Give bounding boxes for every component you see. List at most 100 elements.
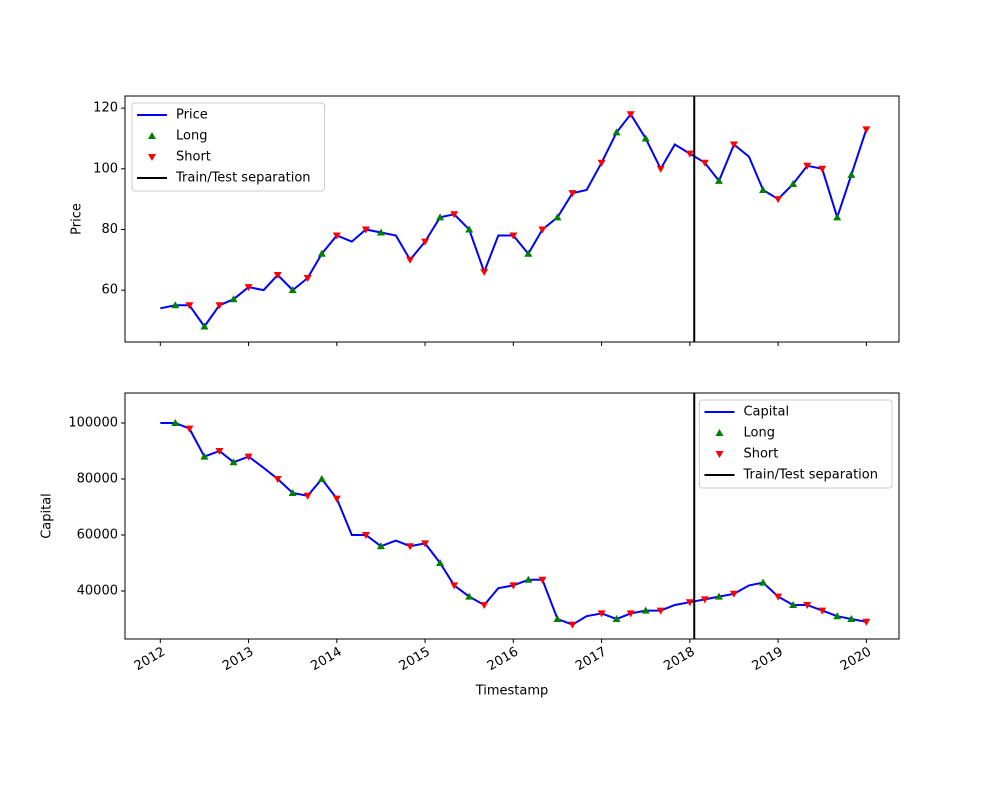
short-marker bbox=[818, 607, 827, 615]
long-marker bbox=[553, 213, 562, 221]
legend-marker bbox=[715, 451, 724, 458]
short-marker bbox=[509, 582, 518, 590]
long-marker bbox=[847, 615, 856, 623]
long-marker bbox=[200, 452, 209, 460]
long-marker bbox=[833, 213, 842, 221]
long-marker bbox=[288, 286, 297, 294]
short-marker bbox=[729, 141, 738, 149]
x-tick-label: 2018 bbox=[661, 645, 697, 675]
x-tick-label: 2020 bbox=[838, 645, 874, 675]
y-tick-label: 120 bbox=[93, 101, 118, 116]
long-marker bbox=[714, 592, 723, 600]
long-marker bbox=[288, 488, 297, 496]
long-marker bbox=[759, 186, 768, 194]
short-marker bbox=[332, 495, 341, 503]
x-tick-label: 2016 bbox=[485, 645, 521, 675]
short-marker bbox=[626, 111, 635, 119]
short-marker bbox=[862, 126, 871, 134]
long-marker bbox=[612, 615, 621, 623]
axes-frame bbox=[124, 392, 900, 640]
x-axis-label: Timestamp bbox=[475, 684, 549, 699]
short-marker bbox=[774, 593, 783, 601]
long-marker bbox=[833, 612, 842, 620]
short-marker bbox=[185, 302, 194, 310]
x-tick-label: 2012 bbox=[132, 645, 168, 675]
y-tick-label: 60 bbox=[101, 283, 118, 298]
y-tick-label: 100000 bbox=[68, 415, 118, 430]
short-marker bbox=[450, 211, 459, 219]
long-marker bbox=[436, 213, 445, 221]
short-marker bbox=[421, 540, 430, 548]
short-marker bbox=[700, 159, 709, 167]
long-marker bbox=[524, 575, 533, 583]
y-tick-label: 80 bbox=[101, 222, 118, 237]
legend: Capital Long Short Train/Test separation bbox=[698, 399, 893, 489]
y-tick-label: 100 bbox=[93, 161, 118, 176]
short-marker bbox=[303, 274, 312, 282]
legend-box bbox=[698, 399, 893, 489]
short-marker bbox=[597, 610, 606, 618]
short-marker bbox=[818, 165, 827, 173]
legend-label: Price bbox=[176, 108, 208, 123]
short-marker bbox=[685, 150, 694, 158]
short-marker bbox=[421, 238, 430, 246]
short-marker bbox=[862, 618, 871, 626]
short-marker bbox=[406, 543, 415, 551]
legend-label: Short bbox=[743, 447, 778, 462]
legend-marker bbox=[148, 154, 156, 161]
y-axis-label: Price bbox=[70, 203, 85, 235]
long-marker bbox=[789, 179, 798, 187]
y-tick-label: 60000 bbox=[77, 527, 118, 542]
long-marker bbox=[524, 249, 533, 257]
x-tick-label: 2015 bbox=[397, 645, 433, 675]
long-marker bbox=[641, 606, 650, 614]
short-marker bbox=[774, 196, 783, 204]
y-tick-label: 40000 bbox=[77, 584, 118, 599]
short-marker bbox=[656, 165, 665, 173]
legend: Price Long Short Train/Test separation bbox=[131, 102, 326, 192]
long-marker bbox=[171, 301, 180, 309]
short-marker bbox=[568, 621, 577, 629]
legend-label: Long bbox=[176, 129, 207, 144]
short-marker bbox=[215, 302, 224, 310]
long-marker bbox=[465, 592, 474, 600]
short-marker bbox=[700, 596, 709, 604]
long-marker bbox=[847, 170, 856, 178]
long-marker bbox=[200, 322, 209, 330]
short-marker bbox=[480, 268, 489, 276]
legend-label: Capital bbox=[743, 405, 789, 420]
short-marker bbox=[406, 256, 415, 264]
long-marker bbox=[317, 249, 326, 257]
short-marker bbox=[803, 602, 812, 610]
legend-box bbox=[131, 102, 326, 192]
long-marker bbox=[612, 128, 621, 136]
short-marker bbox=[656, 607, 665, 615]
long-marker bbox=[465, 225, 474, 233]
long-marker bbox=[789, 601, 798, 609]
short-marker bbox=[361, 226, 370, 234]
y-axis-label: Capital bbox=[40, 493, 55, 539]
long-marker bbox=[714, 176, 723, 184]
long-marker bbox=[553, 615, 562, 623]
short-marker bbox=[273, 475, 282, 483]
long-marker bbox=[229, 458, 238, 466]
short-marker bbox=[509, 232, 518, 240]
x-tick-label: 2014 bbox=[308, 645, 344, 675]
long-marker bbox=[641, 134, 650, 142]
long-marker bbox=[436, 559, 445, 567]
legend-marker bbox=[148, 132, 156, 139]
short-marker bbox=[729, 590, 738, 598]
legend-label: Short bbox=[176, 150, 211, 165]
y-tick-label: 80000 bbox=[77, 471, 118, 486]
short-marker bbox=[538, 226, 547, 234]
short-marker bbox=[185, 425, 194, 433]
short-marker bbox=[332, 232, 341, 240]
short-marker bbox=[450, 582, 459, 590]
long-marker bbox=[229, 295, 238, 303]
legend-marker bbox=[715, 429, 724, 436]
short-marker bbox=[597, 159, 606, 167]
long-marker bbox=[376, 542, 385, 550]
short-marker bbox=[361, 531, 370, 539]
